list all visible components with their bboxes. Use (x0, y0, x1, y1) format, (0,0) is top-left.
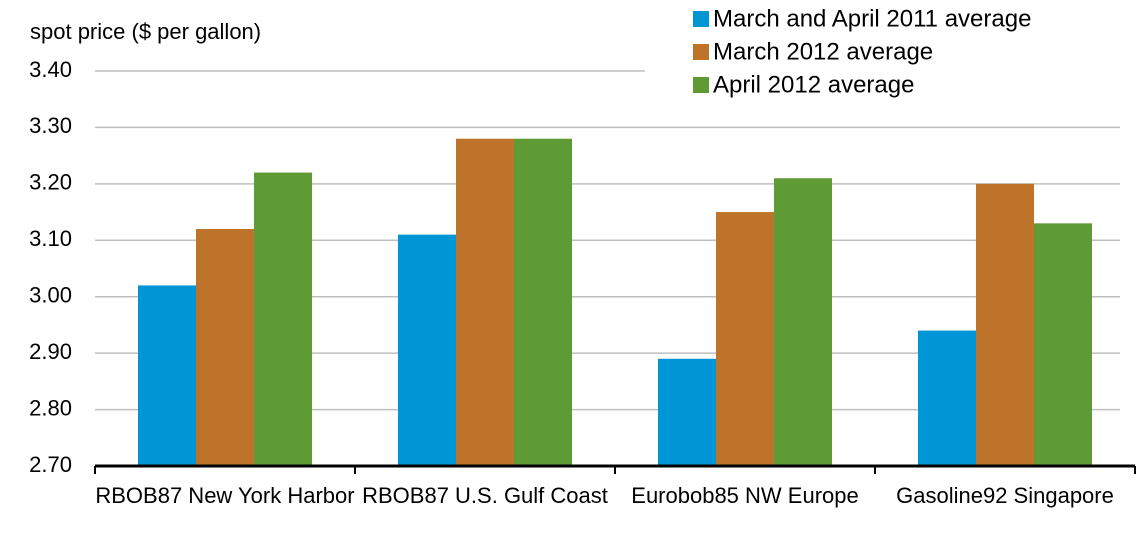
x-tick-label: RBOB87 U.S. Gulf Coast (362, 483, 608, 508)
y-tick-label: 3.00 (29, 283, 72, 308)
bar (1034, 223, 1092, 466)
y-tick-label: 3.40 (29, 57, 72, 82)
bar (774, 178, 832, 466)
legend-swatch (693, 77, 709, 93)
y-axis-label: spot price ($ per gallon) (30, 19, 261, 44)
y-tick-label: 3.10 (29, 226, 72, 251)
x-tick-label-box: RBOB87 U.S. Gulf Coast (362, 483, 608, 508)
bar (196, 229, 254, 466)
legend-label: April 2012 average (713, 71, 914, 98)
x-tick-label: Eurobob85 NW Europe (631, 483, 859, 508)
bar (456, 138, 514, 466)
legend-label: March and April 2011 average (713, 5, 1031, 32)
bar (976, 183, 1034, 466)
x-tick-label: Gasoline92 Singapore (896, 483, 1114, 508)
y-tick-label: 2.90 (29, 339, 72, 364)
legend-label: March 2012 average (713, 38, 933, 65)
bar (138, 285, 196, 466)
bar (514, 138, 572, 466)
legend-swatch (693, 11, 709, 27)
y-tick-label: 3.20 (29, 170, 72, 195)
bar (918, 330, 976, 466)
x-tick-label-box: Gasoline92 Singapore (896, 483, 1114, 508)
y-tick-label: 2.80 (29, 395, 72, 420)
bar (658, 358, 716, 466)
x-tick-label-box: RBOB87 New York Harbor (95, 483, 355, 508)
y-tick-label: 2.70 (29, 452, 72, 477)
bar (716, 212, 774, 466)
bar (254, 172, 312, 467)
x-tick-label: RBOB87 New York Harbor (95, 483, 355, 508)
legend-background (645, 0, 1136, 104)
bar (398, 234, 456, 466)
legend-swatch (693, 44, 709, 60)
y-tick-label: 3.30 (29, 113, 72, 138)
x-tick-label-box: Eurobob85 NW Europe (631, 483, 859, 508)
